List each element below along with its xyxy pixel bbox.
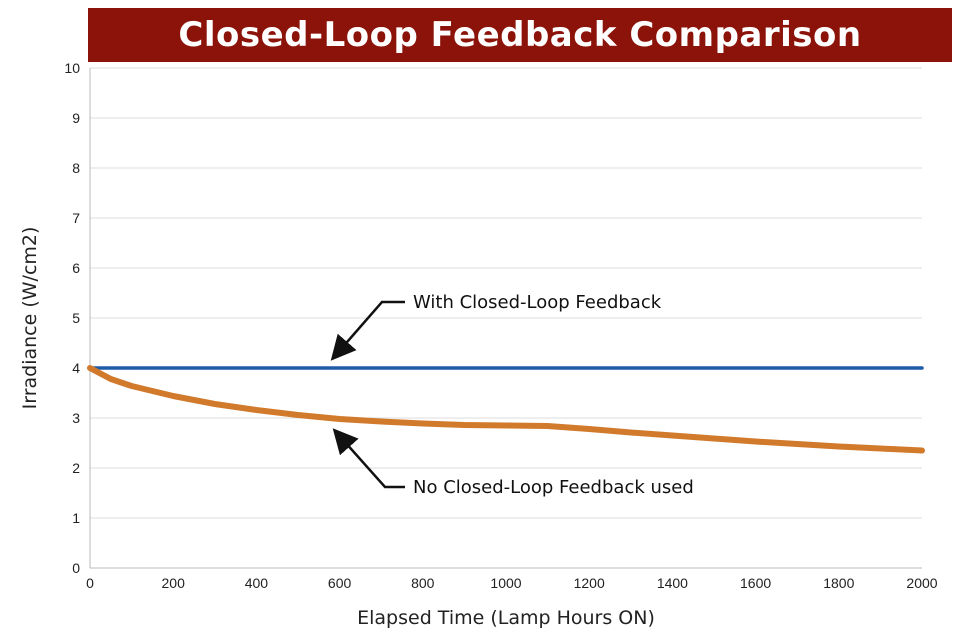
x-tick-label: 1200	[574, 575, 605, 591]
y-tick-label: 4	[72, 360, 80, 376]
x-tick-label: 800	[411, 575, 435, 591]
x-tick-label: 1600	[740, 575, 771, 591]
y-tick-label: 6	[72, 260, 80, 276]
x-tick-label: 1800	[823, 575, 854, 591]
series-no-feedback-line	[87, 365, 925, 454]
y-tick-label: 2	[72, 460, 80, 476]
arrow-icon	[332, 428, 405, 489]
x-tick-label: 400	[245, 575, 269, 591]
x-tick-label: 1400	[657, 575, 688, 591]
y-tick-label: 5	[72, 310, 80, 326]
x-tick-label: 0	[86, 575, 94, 591]
y-tick-label: 8	[72, 160, 80, 176]
annotation-with-feedback: With Closed-Loop Feedback	[413, 292, 662, 313]
x-tick-label: 2000	[906, 575, 937, 591]
y-tick-label: 9	[72, 110, 80, 126]
y-tick-label: 10	[64, 60, 80, 76]
x-axis-label: Elapsed Time (Lamp Hours ON)	[357, 607, 655, 629]
y-tick-label: 1	[72, 510, 80, 526]
chart-title: Closed-Loop Feedback Comparison	[88, 8, 952, 62]
y-tick-label: 7	[72, 210, 80, 226]
y-axis-label: Irradiance (W/cm2)	[19, 227, 41, 410]
x-tick-label: 1000	[490, 575, 521, 591]
x-tick-label: 200	[162, 575, 186, 591]
annotation-no-feedback: No Closed-Loop Feedback used	[413, 477, 694, 498]
x-tick-label: 600	[328, 575, 352, 591]
y-tick-label: 0	[72, 560, 80, 576]
arrow-icon	[330, 300, 405, 361]
y-tick-label: 3	[72, 410, 80, 426]
